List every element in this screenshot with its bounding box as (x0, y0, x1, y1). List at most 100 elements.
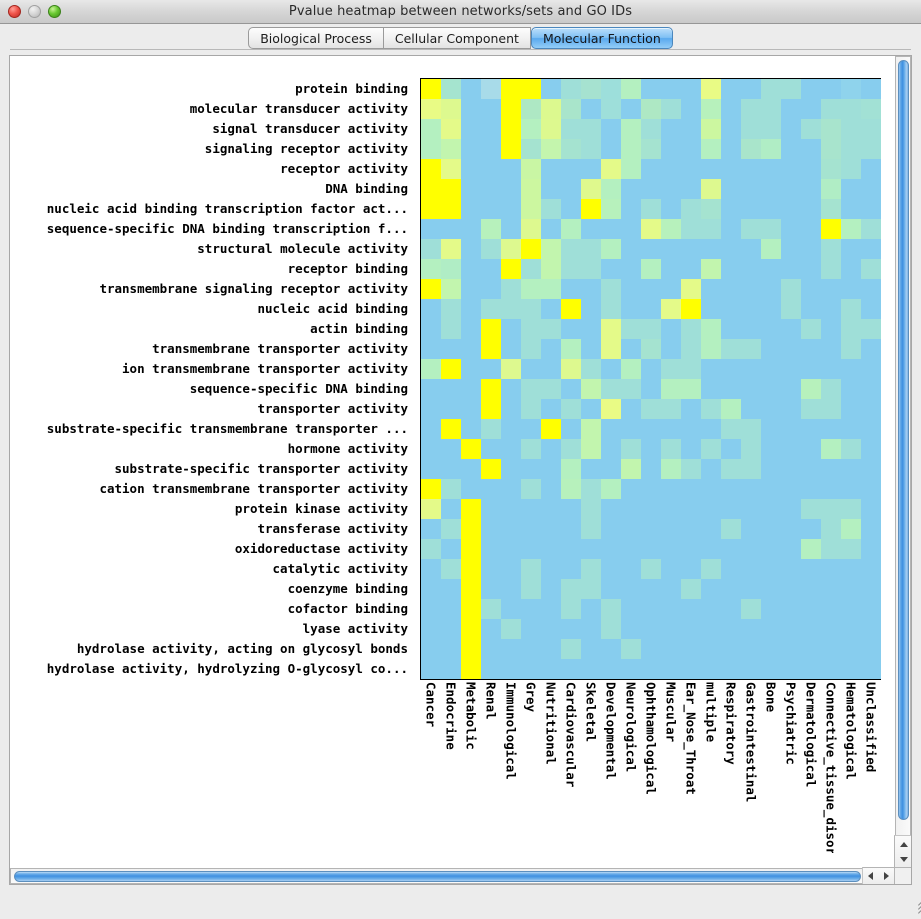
heatmap-cell[interactable] (801, 219, 821, 239)
heatmap-cell[interactable] (581, 339, 601, 359)
heatmap-cell[interactable] (761, 599, 781, 619)
heatmap-cell[interactable] (561, 359, 581, 379)
heatmap-cell[interactable] (861, 619, 881, 639)
heatmap-cell[interactable] (861, 99, 881, 119)
heatmap-cell[interactable] (661, 339, 681, 359)
heatmap-cell[interactable] (741, 499, 761, 519)
heatmap-cell[interactable] (521, 519, 541, 539)
heatmap-cell[interactable] (781, 639, 801, 659)
heatmap-cell[interactable] (601, 559, 621, 579)
heatmap-cell[interactable] (521, 259, 541, 279)
heatmap-cell[interactable] (841, 219, 861, 239)
heatmap-cell[interactable] (761, 159, 781, 179)
heatmap-cell[interactable] (781, 399, 801, 419)
heatmap-cell[interactable] (481, 119, 501, 139)
heatmap-cell[interactable] (641, 519, 661, 539)
heatmap-cell[interactable] (721, 359, 741, 379)
heatmap-cell[interactable] (681, 299, 701, 319)
heatmap-cell[interactable] (421, 139, 441, 159)
heatmap-cell[interactable] (721, 199, 741, 219)
heatmap-cell[interactable] (501, 579, 521, 599)
heatmap-cell[interactable] (461, 359, 481, 379)
heatmap-cell[interactable] (721, 219, 741, 239)
heatmap-cell[interactable] (461, 339, 481, 359)
heatmap-cell[interactable] (421, 119, 441, 139)
heatmap-cell[interactable] (641, 199, 661, 219)
heatmap-cell[interactable] (461, 119, 481, 139)
heatmap-cell[interactable] (521, 159, 541, 179)
heatmap-cell[interactable] (621, 79, 641, 99)
heatmap-cell[interactable] (821, 239, 841, 259)
heatmap-cell[interactable] (521, 659, 541, 679)
minimize-button[interactable] (28, 5, 41, 18)
heatmap-cell[interactable] (781, 339, 801, 359)
heatmap-cell[interactable] (861, 499, 881, 519)
heatmap-cell[interactable] (641, 499, 661, 519)
heatmap-cell[interactable] (701, 99, 721, 119)
heatmap-cell[interactable] (721, 179, 741, 199)
heatmap-cell[interactable] (661, 499, 681, 519)
heatmap-cell[interactable] (441, 219, 461, 239)
heatmap-cell[interactable] (481, 239, 501, 259)
heatmap-cell[interactable] (641, 279, 661, 299)
heatmap-cell[interactable] (501, 439, 521, 459)
heatmap-cell[interactable] (781, 179, 801, 199)
heatmap-cell[interactable] (701, 599, 721, 619)
heatmap-cell[interactable] (641, 619, 661, 639)
heatmap-cell[interactable] (681, 439, 701, 459)
heatmap-cell[interactable] (541, 99, 561, 119)
heatmap-cell[interactable] (821, 579, 841, 599)
heatmap-cell[interactable] (821, 519, 841, 539)
heatmap-cell[interactable] (441, 559, 461, 579)
heatmap-cell[interactable] (861, 199, 881, 219)
heatmap-cell[interactable] (561, 159, 581, 179)
heatmap-cell[interactable] (641, 259, 661, 279)
heatmap-cell[interactable] (681, 279, 701, 299)
heatmap-cell[interactable] (661, 179, 681, 199)
heatmap-cell[interactable] (721, 619, 741, 639)
heatmap-cell[interactable] (681, 359, 701, 379)
heatmap-cell[interactable] (601, 619, 621, 639)
horizontal-scrollbar-thumb[interactable] (14, 871, 861, 882)
heatmap-cell[interactable] (641, 559, 661, 579)
heatmap-cell[interactable] (761, 219, 781, 239)
heatmap-cell[interactable] (581, 359, 601, 379)
heatmap-cell[interactable] (501, 379, 521, 399)
heatmap-cell[interactable] (841, 319, 861, 339)
heatmap-cell[interactable] (841, 659, 861, 679)
heatmap-cell[interactable] (481, 79, 501, 99)
heatmap-cell[interactable] (701, 159, 721, 179)
heatmap-cell[interactable] (661, 99, 681, 119)
heatmap-cell[interactable] (681, 219, 701, 239)
heatmap-cell[interactable] (561, 199, 581, 219)
heatmap-cell[interactable] (501, 239, 521, 259)
heatmap-cell[interactable] (861, 639, 881, 659)
heatmap-cell[interactable] (601, 99, 621, 119)
heatmap-cell[interactable] (801, 119, 821, 139)
heatmap-cell[interactable] (661, 259, 681, 279)
heatmap-cell[interactable] (541, 139, 561, 159)
heatmap-cell[interactable] (721, 379, 741, 399)
heatmap-cell[interactable] (621, 599, 641, 619)
heatmap-cell[interactable] (541, 379, 561, 399)
heatmap-cell[interactable] (661, 519, 681, 539)
heatmap-cell[interactable] (781, 139, 801, 159)
heatmap-cell[interactable] (641, 599, 661, 619)
heatmap-cell[interactable] (681, 99, 701, 119)
heatmap-cell[interactable] (721, 539, 741, 559)
heatmap-cell[interactable] (721, 299, 741, 319)
heatmap-cell[interactable] (521, 199, 541, 219)
heatmap-cell[interactable] (781, 359, 801, 379)
heatmap-cell[interactable] (721, 479, 741, 499)
heatmap-cell[interactable] (461, 619, 481, 639)
zoom-button[interactable] (48, 5, 61, 18)
heatmap-cell[interactable] (841, 239, 861, 259)
heatmap-cell[interactable] (781, 319, 801, 339)
heatmap-cell[interactable] (721, 459, 741, 479)
heatmap-cell[interactable] (501, 159, 521, 179)
heatmap-cell[interactable] (801, 199, 821, 219)
heatmap-cell[interactable] (521, 339, 541, 359)
heatmap-cell[interactable] (701, 79, 721, 99)
heatmap-cell[interactable] (541, 579, 561, 599)
heatmap-cell[interactable] (821, 359, 841, 379)
